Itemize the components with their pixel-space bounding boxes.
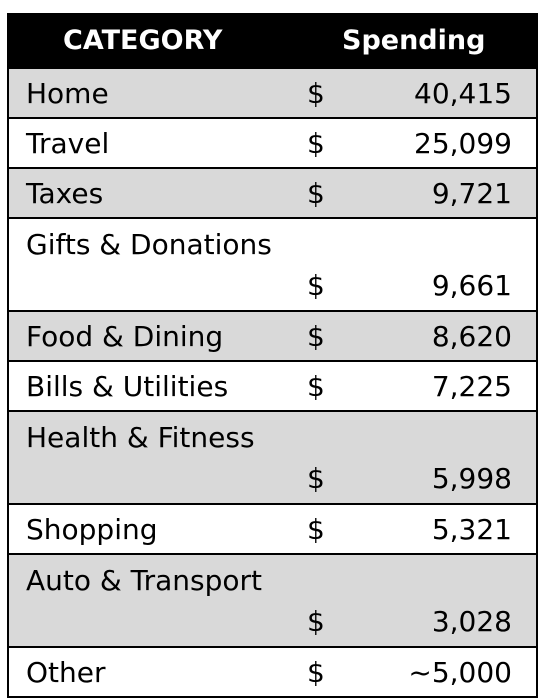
table-row: Auto & Transport $ 3,028 bbox=[9, 553, 536, 646]
category-cell: Taxes bbox=[26, 177, 104, 210]
amount-cell: 40,415 bbox=[414, 77, 512, 110]
currency-symbol: $ bbox=[307, 269, 325, 302]
amount-cell: 25,099 bbox=[414, 127, 512, 160]
amount-cell: 8,620 bbox=[431, 320, 512, 353]
spending-table: CATEGORY Spending Home $ 40,415 Travel $… bbox=[7, 13, 538, 698]
category-cell: Gifts & Donations bbox=[26, 228, 272, 261]
currency-symbol: $ bbox=[307, 370, 325, 403]
currency-symbol: $ bbox=[307, 320, 325, 353]
currency-symbol: $ bbox=[307, 77, 325, 110]
currency-symbol: $ bbox=[307, 177, 325, 210]
amount-cell: 7,225 bbox=[431, 370, 512, 403]
table-row: Food & Dining $ 8,620 bbox=[9, 310, 536, 360]
currency-symbol: $ bbox=[307, 462, 325, 495]
amount-cell: 3,028 bbox=[431, 605, 512, 638]
category-cell: Home bbox=[26, 77, 109, 110]
currency-symbol: $ bbox=[307, 656, 325, 689]
amount-cell: 9,661 bbox=[431, 269, 512, 302]
category-cell: Shopping bbox=[26, 513, 158, 546]
table-row: Home $ 40,415 bbox=[9, 67, 536, 117]
amount-cell: 5,321 bbox=[431, 513, 512, 546]
category-cell: Other bbox=[26, 656, 106, 689]
table-row: Health & Fitness $ 5,998 bbox=[9, 410, 536, 503]
category-column-header: CATEGORY bbox=[63, 25, 223, 56]
currency-symbol: $ bbox=[307, 127, 325, 160]
category-cell: Auto & Transport bbox=[26, 564, 263, 597]
table-row: Other $ ~5,000 bbox=[9, 646, 536, 696]
table-row: Gifts & Donations $ 9,661 bbox=[9, 217, 536, 310]
category-cell: Food & Dining bbox=[26, 320, 224, 353]
amount-cell: 9,721 bbox=[431, 177, 512, 210]
spending-column-header: Spending bbox=[342, 25, 486, 56]
amount-cell: ~5,000 bbox=[408, 656, 512, 689]
currency-symbol: $ bbox=[307, 605, 325, 638]
table-header: CATEGORY Spending bbox=[9, 15, 536, 67]
table-row: Taxes $ 9,721 bbox=[9, 167, 536, 217]
table-row: Shopping $ 5,321 bbox=[9, 503, 536, 553]
category-cell: Bills & Utilities bbox=[26, 370, 229, 403]
amount-cell: 5,998 bbox=[431, 462, 512, 495]
category-cell: Travel bbox=[26, 127, 110, 160]
table-row: Bills & Utilities $ 7,225 bbox=[9, 360, 536, 410]
category-cell: Health & Fitness bbox=[26, 421, 255, 454]
currency-symbol: $ bbox=[307, 513, 325, 546]
table-row: Travel $ 25,099 bbox=[9, 117, 536, 167]
